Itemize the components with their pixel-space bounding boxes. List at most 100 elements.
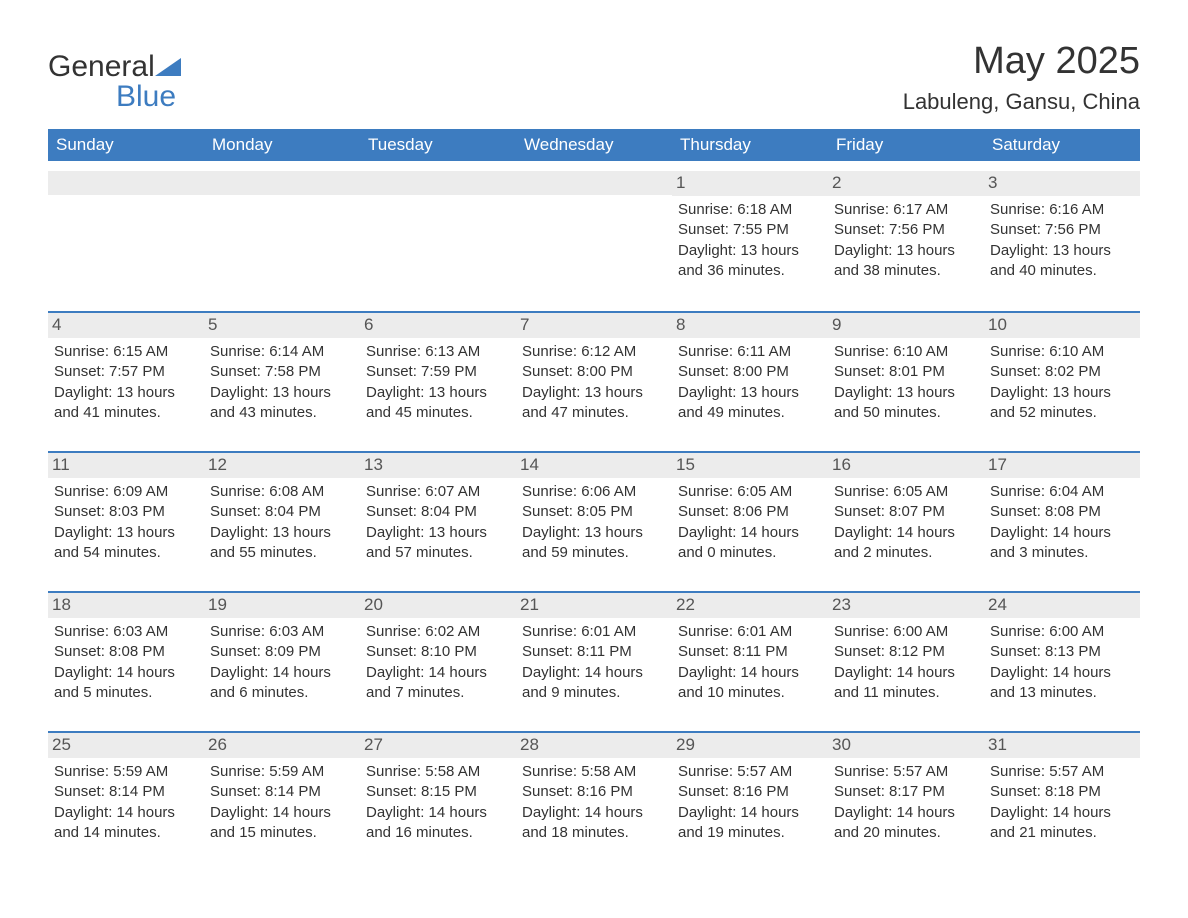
location-subtitle: Labuleng, Gansu, China [903, 89, 1140, 115]
sunrise-line: Sunrise: 5:57 AM [678, 762, 822, 782]
sunrise-line: Sunrise: 6:06 AM [522, 482, 666, 502]
day-details: Sunrise: 6:01 AMSunset: 8:11 PMDaylight:… [522, 622, 666, 703]
sunset-line: Sunset: 7:55 PM [678, 220, 822, 240]
sunrise-line: Sunrise: 5:57 AM [834, 762, 978, 782]
day-cell: 9Sunrise: 6:10 AMSunset: 8:01 PMDaylight… [828, 311, 984, 441]
week-row: 1Sunrise: 6:18 AMSunset: 7:55 PMDaylight… [48, 171, 1140, 301]
sunrise-line: Sunrise: 5:58 AM [366, 762, 510, 782]
day-number: 9 [828, 311, 984, 338]
sunrise-line: Sunrise: 6:00 AM [990, 622, 1134, 642]
daylight-line: and 3 minutes. [990, 543, 1134, 563]
daylight-line: Daylight: 14 hours [210, 803, 354, 823]
day-number: 30 [828, 731, 984, 758]
sunset-line: Sunset: 8:00 PM [522, 362, 666, 382]
day-number: 23 [828, 591, 984, 618]
daylight-line: and 7 minutes. [366, 683, 510, 703]
daylight-line: and 11 minutes. [834, 683, 978, 703]
sunrise-line: Sunrise: 6:10 AM [834, 342, 978, 362]
sunrise-line: Sunrise: 6:07 AM [366, 482, 510, 502]
day-header: Wednesday [516, 129, 672, 161]
sunset-line: Sunset: 8:02 PM [990, 362, 1134, 382]
daylight-line: Daylight: 13 hours [834, 241, 978, 261]
sunset-line: Sunset: 8:04 PM [210, 502, 354, 522]
day-number: 25 [48, 731, 204, 758]
day-number: 1 [672, 171, 828, 196]
day-number: 12 [204, 451, 360, 478]
daylight-line: and 13 minutes. [990, 683, 1134, 703]
daylight-line: Daylight: 14 hours [834, 803, 978, 823]
week-row: 18Sunrise: 6:03 AMSunset: 8:08 PMDayligh… [48, 591, 1140, 721]
day-cell: 15Sunrise: 6:05 AMSunset: 8:06 PMDayligh… [672, 451, 828, 581]
day-cell: 12Sunrise: 6:08 AMSunset: 8:04 PMDayligh… [204, 451, 360, 581]
day-number: 13 [360, 451, 516, 478]
sunset-line: Sunset: 8:16 PM [522, 782, 666, 802]
brand-word2: Blue [116, 80, 176, 113]
day-cell: 25Sunrise: 5:59 AMSunset: 8:14 PMDayligh… [48, 731, 204, 861]
day-details: Sunrise: 6:03 AMSunset: 8:09 PMDaylight:… [210, 622, 354, 703]
day-details: Sunrise: 6:07 AMSunset: 8:04 PMDaylight:… [366, 482, 510, 563]
header-bar: General Blue May 2025 Labuleng, Gansu, C… [48, 40, 1140, 115]
sunset-line: Sunset: 8:11 PM [522, 642, 666, 662]
day-details: Sunrise: 5:58 AMSunset: 8:15 PMDaylight:… [366, 762, 510, 843]
day-cell: 14Sunrise: 6:06 AMSunset: 8:05 PMDayligh… [516, 451, 672, 581]
day-details: Sunrise: 6:05 AMSunset: 8:07 PMDaylight:… [834, 482, 978, 563]
day-cell: 7Sunrise: 6:12 AMSunset: 8:00 PMDaylight… [516, 311, 672, 441]
daylight-line: and 6 minutes. [210, 683, 354, 703]
day-number: 22 [672, 591, 828, 618]
day-number: 21 [516, 591, 672, 618]
day-number: 20 [360, 591, 516, 618]
calendar: Sunday Monday Tuesday Wednesday Thursday… [48, 129, 1140, 861]
daylight-line: and 54 minutes. [54, 543, 198, 563]
day-details: Sunrise: 6:00 AMSunset: 8:13 PMDaylight:… [990, 622, 1134, 703]
day-details: Sunrise: 6:14 AMSunset: 7:58 PMDaylight:… [210, 342, 354, 423]
daylight-line: Daylight: 13 hours [366, 523, 510, 543]
daylight-line: and 0 minutes. [678, 543, 822, 563]
day-number: 26 [204, 731, 360, 758]
daylight-line: Daylight: 13 hours [990, 241, 1134, 261]
daylight-line: and 5 minutes. [54, 683, 198, 703]
day-cell: 8 Sunrise: 6:11 AMSunset: 8:00 PMDaylight… [672, 311, 828, 441]
day-number: 17 [984, 451, 1140, 478]
daylight-line: Daylight: 14 hours [54, 663, 198, 683]
daylight-line: and 49 minutes. [678, 403, 822, 423]
day-cell: 31Sunrise: 5:57 AMSunset: 8:18 PMDayligh… [984, 731, 1140, 861]
day-cell: 2Sunrise: 6:17 AMSunset: 7:56 PMDaylight… [828, 171, 984, 301]
daylight-line: and 10 minutes. [678, 683, 822, 703]
month-title: May 2025 [903, 40, 1140, 83]
day-number: 29 [672, 731, 828, 758]
sunrise-line: Sunrise: 6:09 AM [54, 482, 198, 502]
daylight-line: Daylight: 14 hours [834, 523, 978, 543]
sunset-line: Sunset: 8:11 PM [678, 642, 822, 662]
daylight-line: and 36 minutes. [678, 261, 822, 281]
daylight-line: Daylight: 13 hours [522, 383, 666, 403]
day-header: Saturday [984, 129, 1140, 161]
daylight-line: and 38 minutes. [834, 261, 978, 281]
sunrise-line: Sunrise: 5:59 AM [210, 762, 354, 782]
day-details: Sunrise: 6:05 AMSunset: 8:06 PMDaylight:… [678, 482, 822, 563]
sunset-line: Sunset: 8:04 PM [366, 502, 510, 522]
daylight-line: and 57 minutes. [366, 543, 510, 563]
sunrise-line: Sunrise: 6:05 AM [834, 482, 978, 502]
day-number: 16 [828, 451, 984, 478]
day-cell: 28Sunrise: 5:58 AMSunset: 8:16 PMDayligh… [516, 731, 672, 861]
daylight-line: Daylight: 13 hours [210, 523, 354, 543]
day-number: 10 [984, 311, 1140, 338]
day-cell: 3Sunrise: 6:16 AMSunset: 7:56 PMDaylight… [984, 171, 1140, 301]
sunrise-line: Sunrise: 6:17 AM [834, 200, 978, 220]
daylight-line: and 2 minutes. [834, 543, 978, 563]
daylight-line: and 47 minutes. [522, 403, 666, 423]
daylight-line: Daylight: 14 hours [210, 663, 354, 683]
sunrise-line: Sunrise: 6:14 AM [210, 342, 354, 362]
day-cell: 24Sunrise: 6:00 AMSunset: 8:13 PMDayligh… [984, 591, 1140, 721]
week-row: 11Sunrise: 6:09 AMSunset: 8:03 PMDayligh… [48, 451, 1140, 581]
day-details: Sunrise: 6:15 AMSunset: 7:57 PMDaylight:… [54, 342, 198, 423]
sunset-line: Sunset: 8:08 PM [990, 502, 1134, 522]
sunset-line: Sunset: 8:05 PM [522, 502, 666, 522]
day-details: Sunrise: 6:11 AMSunset: 8:00 PMDaylight:… [678, 342, 822, 423]
day-number: 8 [672, 311, 828, 338]
day-details: Sunrise: 6:01 AMSunset: 8:11 PMDaylight:… [678, 622, 822, 703]
daynum-bar [204, 171, 360, 195]
sunset-line: Sunset: 8:12 PM [834, 642, 978, 662]
sunrise-line: Sunrise: 6:04 AM [990, 482, 1134, 502]
sunrise-line: Sunrise: 5:59 AM [54, 762, 198, 782]
